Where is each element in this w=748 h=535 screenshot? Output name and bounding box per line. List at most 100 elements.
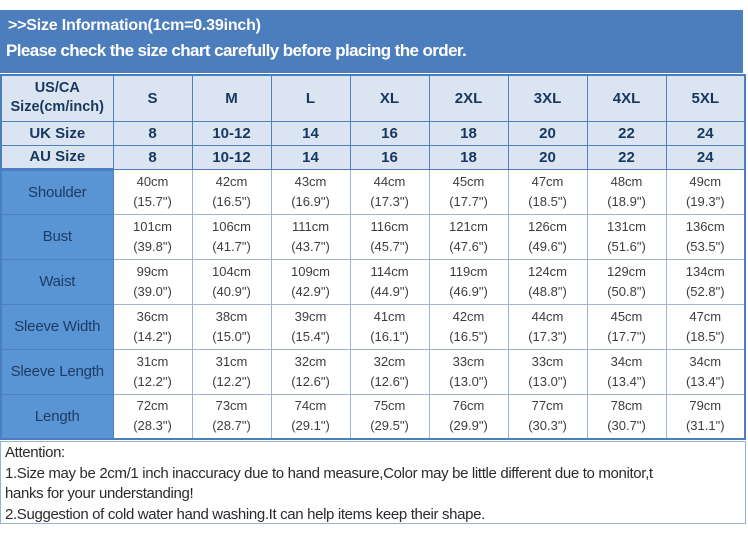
corner-header-line1: US/CA bbox=[34, 80, 80, 97]
size-header-5xl: 5XL bbox=[665, 74, 746, 122]
measurement-inch: (53.5") bbox=[685, 238, 725, 254]
measurement-inch: (28.3") bbox=[133, 418, 172, 434]
measurement-cell: 42cm (16.5") bbox=[428, 303, 509, 350]
measurement-inch: (30.3") bbox=[528, 418, 567, 434]
measurement-cm: 119cm bbox=[449, 263, 488, 279]
attention-section: Attention: 1.Size may be 2cm/1 inch inac… bbox=[0, 441, 746, 524]
size-info-banner: >>Size Information(1cm=0.39inch) Please … bbox=[0, 10, 743, 73]
measurement-cell: 106cm (41.7") bbox=[191, 213, 272, 260]
measurement-cell: 49cm (19.3") bbox=[665, 168, 746, 215]
measurement-cm: 77cm bbox=[531, 398, 564, 414]
size-value-cell: 22 bbox=[586, 120, 667, 146]
measurement-cm: 44cm bbox=[531, 308, 564, 324]
measurement-inch: (13.4") bbox=[607, 373, 646, 389]
measurement-cm: 79cm bbox=[689, 398, 722, 414]
attention-line: 2.Suggestion of cold water hand washing.… bbox=[5, 505, 485, 523]
corner-header-line2: Size(cm/inch) bbox=[10, 99, 104, 116]
measurement-cm: 47cm bbox=[689, 308, 722, 324]
measurement-cell: 124cm (48.8") bbox=[507, 258, 588, 305]
measurement-cell: 134cm (52.8") bbox=[665, 258, 746, 305]
size-value-cell: 20 bbox=[507, 144, 588, 170]
measurement-inch: (49.6") bbox=[528, 238, 567, 254]
row-label-length: Length bbox=[0, 393, 114, 440]
size-check-notice: Please check the size chart carefully be… bbox=[6, 41, 467, 60]
measurement-inch: (13.0") bbox=[528, 373, 567, 389]
measurement-inch: (41.7") bbox=[212, 238, 251, 254]
size-value-cell: 18 bbox=[428, 120, 509, 146]
measurement-inch: (17.3") bbox=[528, 328, 567, 344]
measurement-cm: 76cm bbox=[452, 398, 485, 414]
measurement-cell: 48cm (18.9") bbox=[586, 168, 667, 215]
size-header-l: L bbox=[270, 74, 351, 122]
measurement-cell: 32cm (12.6") bbox=[349, 348, 430, 395]
size-value-cell: 8 bbox=[112, 144, 193, 170]
measurement-cell: 44cm (17.3") bbox=[349, 168, 430, 215]
measurement-cell: 45cm (17.7") bbox=[428, 168, 509, 215]
measurement-cell: 47cm (18.5") bbox=[665, 303, 746, 350]
measurement-inch: (17.3") bbox=[370, 193, 409, 209]
measurement-inch: (47.6") bbox=[449, 238, 488, 254]
measurement-cell: 41cm (16.1") bbox=[349, 303, 430, 350]
measurement-inch: (16.1") bbox=[370, 328, 409, 344]
measurement-inch: (18.5") bbox=[528, 193, 567, 209]
measurement-inch: (40.9") bbox=[212, 283, 251, 299]
measurement-cell: 33cm (13.0") bbox=[507, 348, 588, 395]
size-header-row: US/CA Size(cm/inch) S M L XL 2XL 3XL 4XL 5XL bbox=[0, 74, 746, 122]
measurement-cm: 31cm bbox=[215, 353, 248, 369]
measurement-cell: 79cm (31.1") bbox=[665, 393, 746, 440]
measurement-cell: 131cm (51.6") bbox=[586, 213, 667, 260]
attention-title: Attention: bbox=[5, 444, 65, 461]
measurement-cm: 31cm bbox=[136, 353, 169, 369]
measurement-cm: 34cm bbox=[610, 353, 643, 369]
measurement-cm: 104cm bbox=[211, 263, 252, 279]
size-header-2xl: 2XL bbox=[428, 74, 509, 122]
measurement-inch: (29.5") bbox=[370, 418, 409, 434]
measurement-cm: 33cm bbox=[452, 353, 485, 369]
measurement-cell: 109cm (42.9") bbox=[270, 258, 351, 305]
measurement-cell: 111cm (43.7") bbox=[270, 213, 351, 260]
table-row-sleeve-length: Sleeve Length 31cm (12.2") 31cm (12.2") 32cm (… bbox=[0, 348, 746, 395]
measurement-cm: 42cm bbox=[215, 173, 248, 189]
size-header-xl: XL bbox=[349, 74, 430, 122]
measurement-cell: 32cm (12.6") bbox=[270, 348, 351, 395]
measurement-cell: 34cm (13.4") bbox=[586, 348, 667, 395]
measurement-inch: (46.9") bbox=[449, 283, 488, 299]
measurement-cm: 131cm bbox=[606, 218, 647, 234]
measurement-cm: 33cm bbox=[531, 353, 564, 369]
measurement-cell: 39cm (15.4") bbox=[270, 303, 351, 350]
measurement-cm: 109cm bbox=[290, 263, 331, 279]
row-label-sleeve-length: Sleeve Length bbox=[0, 348, 114, 395]
measurement-cell: 114cm (44.9") bbox=[349, 258, 430, 305]
measurement-inch: (13.4") bbox=[685, 373, 725, 389]
measurement-cm: 101cm bbox=[132, 218, 173, 234]
row-label-uk-size: UK Size bbox=[0, 120, 114, 146]
measurement-cell: 77cm (30.3") bbox=[507, 393, 588, 440]
row-label-waist: Waist bbox=[0, 258, 114, 305]
measurement-inch: (18.9") bbox=[607, 193, 646, 209]
table-row-waist: Waist 99cm (39.0") 104cm (40.9") 109cm (42.9")… bbox=[0, 258, 746, 305]
measurement-inch: (12.2") bbox=[133, 373, 172, 389]
measurement-inch: (12.6") bbox=[370, 373, 409, 389]
measurement-cm: 45cm bbox=[610, 308, 643, 324]
measurement-cell: 43cm (16.9") bbox=[270, 168, 351, 215]
measurement-cell: 40cm (15.7") bbox=[112, 168, 193, 215]
measurement-inch: (19.3") bbox=[685, 193, 725, 209]
corner-header-us-ca-size: US/CA Size(cm/inch) bbox=[0, 74, 114, 122]
measurement-inch: (16.5") bbox=[449, 328, 488, 344]
measurement-cm: 42cm bbox=[452, 308, 485, 324]
measurement-cell: 101cm (39.8") bbox=[112, 213, 193, 260]
measurement-inch: (50.8") bbox=[607, 283, 646, 299]
measurement-inch: (29.1") bbox=[291, 418, 330, 434]
measurement-cm: 121cm bbox=[448, 218, 489, 234]
measurement-cm: 49cm bbox=[689, 173, 722, 189]
table-row-uk-size: UK Size 8 10-12 14 16 18 20 22 24 bbox=[0, 120, 746, 146]
measurement-inch: (29.9") bbox=[449, 418, 488, 434]
measurement-inch: (43.7") bbox=[291, 238, 330, 254]
size-info-title: >>Size Information(1cm=0.39inch) bbox=[8, 17, 261, 34]
measurement-inch: (42.9") bbox=[291, 283, 330, 299]
measurement-inch: (17.7") bbox=[607, 328, 646, 344]
table-row-length: Length 72cm (28.3") 73cm (28.7") 74cm (29.1") 7… bbox=[0, 393, 746, 440]
measurement-cell: 31cm (12.2") bbox=[112, 348, 193, 395]
measurement-cm: 47cm bbox=[531, 173, 564, 189]
